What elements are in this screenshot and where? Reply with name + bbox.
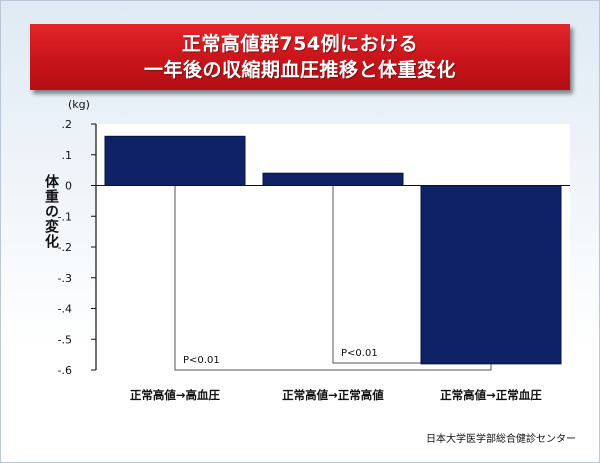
bar — [104, 135, 246, 187]
x-tick-label: 正常高値→高血圧 — [130, 388, 221, 402]
y-axis-title: 体重の変化 — [43, 174, 59, 249]
bar — [420, 185, 562, 365]
y-tick-label: -.3 — [58, 272, 72, 285]
significance-label: P<0.01 — [183, 355, 220, 366]
x-tick-label: 正常高値→正常高値 — [282, 388, 384, 402]
y-tick-label: -.6 — [58, 364, 72, 377]
y-tick-label: 0 — [65, 180, 72, 193]
title-line-1: 正常高値群754例における — [181, 33, 419, 55]
y-tick-label: -.2 — [58, 241, 72, 254]
title-banner: 正常高値群754例における 一年後の収縮期血圧推移と体重変化 — [30, 24, 570, 90]
title-line-2: 一年後の収縮期血圧推移と体重変化 — [143, 59, 456, 81]
source-credit: 日本大学医学部総合健診センター — [426, 434, 576, 445]
bar — [262, 172, 404, 186]
y-tick-label: -.4 — [58, 303, 72, 316]
significance-label: P<0.01 — [341, 348, 378, 359]
x-tick-label: 正常高値→正常血圧 — [440, 388, 542, 402]
y-tick-label: -.5 — [58, 333, 72, 346]
y-tick-label: .2 — [62, 118, 73, 131]
y-unit-label: (kg) — [68, 98, 90, 111]
y-tick-label: .1 — [62, 149, 73, 162]
y-tick-label: -.1 — [58, 210, 72, 223]
